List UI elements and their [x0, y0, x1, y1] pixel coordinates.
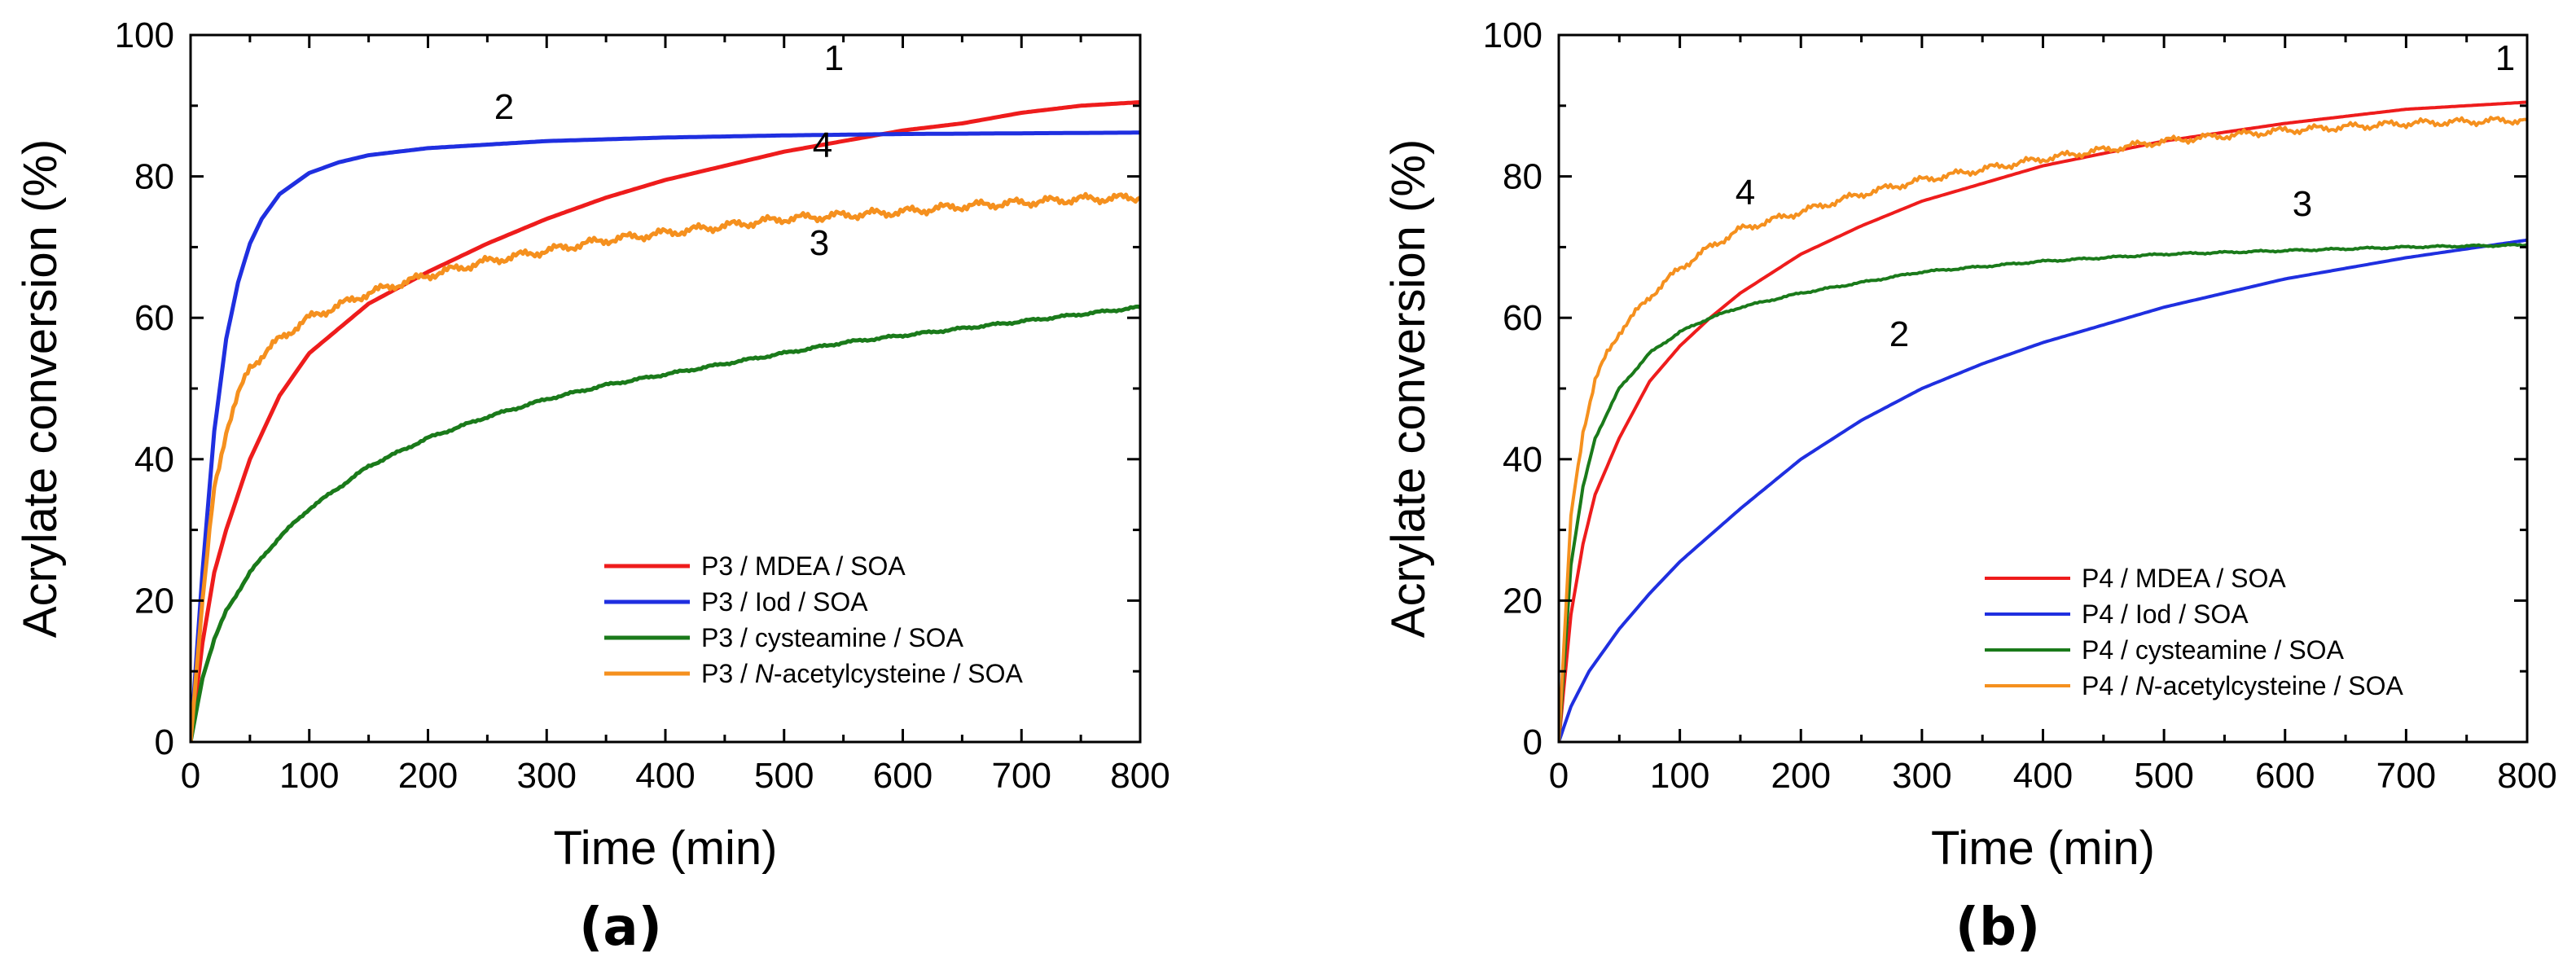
y-tick-label: 80 — [134, 157, 174, 197]
legend-entry-italic: N — [755, 659, 775, 688]
y-tick-label: 40 — [1503, 440, 1543, 480]
x-tick-label: 0 — [181, 756, 200, 796]
legend-entry-text: P3 / Iod / SOA — [701, 587, 868, 617]
x-tick-label: 300 — [517, 756, 577, 796]
legend-entry-text: P3 / cysteamine / SOA — [701, 623, 964, 652]
legend-entry-text: P3 / MDEA / SOA — [701, 551, 906, 581]
y-tick-label: 100 — [115, 15, 174, 55]
y-tick-label: 80 — [1503, 157, 1543, 197]
legend-entry-suffix: -acetylcysteine / SOA — [774, 659, 1024, 688]
legend-entry-1: P3 / MDEA / SOA — [701, 551, 906, 581]
legend-entry-text: P4 / MDEA / SOA — [2082, 564, 2286, 593]
plot-area — [1559, 100, 2527, 742]
x-tick-label: 100 — [279, 756, 339, 796]
x-tick-label: 700 — [2376, 756, 2436, 796]
series-line-2 — [1559, 238, 2527, 742]
legend-entry-3: P3 / cysteamine / SOA — [701, 623, 964, 652]
legend-entry-4: P3 / N-acetylcysteine / SOA — [701, 659, 1023, 688]
x-tick-label: 500 — [754, 756, 814, 796]
series-line-3 — [191, 304, 1140, 742]
y-axis-title: Acrylate conversion (%) — [1382, 139, 1435, 638]
x-tick-label: 400 — [635, 756, 695, 796]
legend-entry-text: P4 / Iod / SOA — [2082, 599, 2249, 629]
x-tick-label: 200 — [1771, 756, 1831, 796]
y-tick-label: 60 — [134, 298, 174, 338]
legend-entry-2: P4 / Iod / SOA — [2082, 599, 2249, 629]
legend-entry-1: P4 / MDEA / SOA — [2082, 564, 2286, 593]
y-tick-label: 0 — [1523, 722, 1543, 762]
x-tick-label: 400 — [2013, 756, 2073, 796]
panel-a: 0 100 200 300 400 500 600 700 800 0 20 40 60 80 100 Tim… — [14, 15, 1170, 958]
y-tick-label: 20 — [1503, 581, 1543, 621]
legend-entry-3: P4 / cysteamine / SOA — [2082, 635, 2345, 665]
x-tick-label: 800 — [1110, 756, 1170, 796]
series-number-label-1: 1 — [2495, 38, 2515, 78]
legend-entry-italic: N — [2135, 671, 2155, 700]
legend-entry-text: P4 / — [2082, 671, 2135, 700]
x-tick-label: 600 — [873, 756, 933, 796]
plot-area — [191, 100, 1140, 742]
y-tick-label: 40 — [134, 440, 174, 480]
series-line-4 — [1559, 116, 2527, 742]
x-tick-label: 800 — [2497, 756, 2556, 796]
series-number-label-3: 3 — [2293, 184, 2312, 224]
legend-entry-4: P4 / N-acetylcysteine / SOA — [2082, 671, 2403, 700]
legend-entry-suffix: -acetylcysteine / SOA — [2154, 671, 2404, 700]
x-axis-title: Time (min) — [1931, 822, 2155, 875]
x-tick-label: 600 — [2255, 756, 2315, 796]
series-line-1 — [191, 100, 1140, 742]
x-tick-label: 300 — [1892, 756, 1951, 796]
x-tick-label: 200 — [398, 756, 458, 796]
x-tick-label: 0 — [1549, 756, 1569, 796]
x-tick-label: 700 — [992, 756, 1051, 796]
legend: P4 / MDEA / SOA P4 / Iod / SOA P4 / cystea… — [1985, 564, 2403, 700]
series-number-label-4: 4 — [1736, 173, 1755, 213]
x-tick-label: 100 — [1650, 756, 1709, 796]
series-number-label-2: 2 — [494, 87, 514, 127]
y-axis-title: Acrylate conversion (%) — [14, 139, 67, 638]
y-tick-label: 0 — [155, 722, 174, 762]
series-line-4 — [191, 191, 1140, 742]
series-number-label-3: 3 — [810, 223, 829, 263]
legend-entry-text: P4 / cysteamine / SOA — [2082, 635, 2345, 665]
legend-entry-text: P3 / — [701, 659, 755, 688]
x-tick-label: 500 — [2134, 756, 2193, 796]
series-number-label-4: 4 — [813, 125, 832, 165]
legend-entry-2: P3 / Iod / SOA — [701, 587, 868, 617]
legend: P3 / MDEA / SOA P3 / Iod / SOA P3 / cystea… — [604, 551, 1023, 688]
series-number-label-1: 1 — [824, 38, 844, 78]
panel-b: 0 100 200 300 400 500 600 700 800 0 20 40 60 80 100 Tim… — [1382, 15, 2557, 958]
y-tick-label: 60 — [1503, 298, 1543, 338]
panel-label: (b) — [1955, 898, 2040, 958]
y-tick-label: 20 — [134, 581, 174, 621]
y-tick-label: 100 — [1483, 15, 1543, 55]
x-axis-title: Time (min) — [554, 822, 778, 875]
series-line-1 — [1559, 100, 2527, 742]
series-line-3 — [1559, 243, 2527, 742]
plot-frame — [1557, 33, 2529, 744]
series-number-label-2: 2 — [1889, 314, 1909, 354]
series-line-2 — [191, 130, 1140, 742]
panel-label: (a) — [579, 898, 662, 958]
